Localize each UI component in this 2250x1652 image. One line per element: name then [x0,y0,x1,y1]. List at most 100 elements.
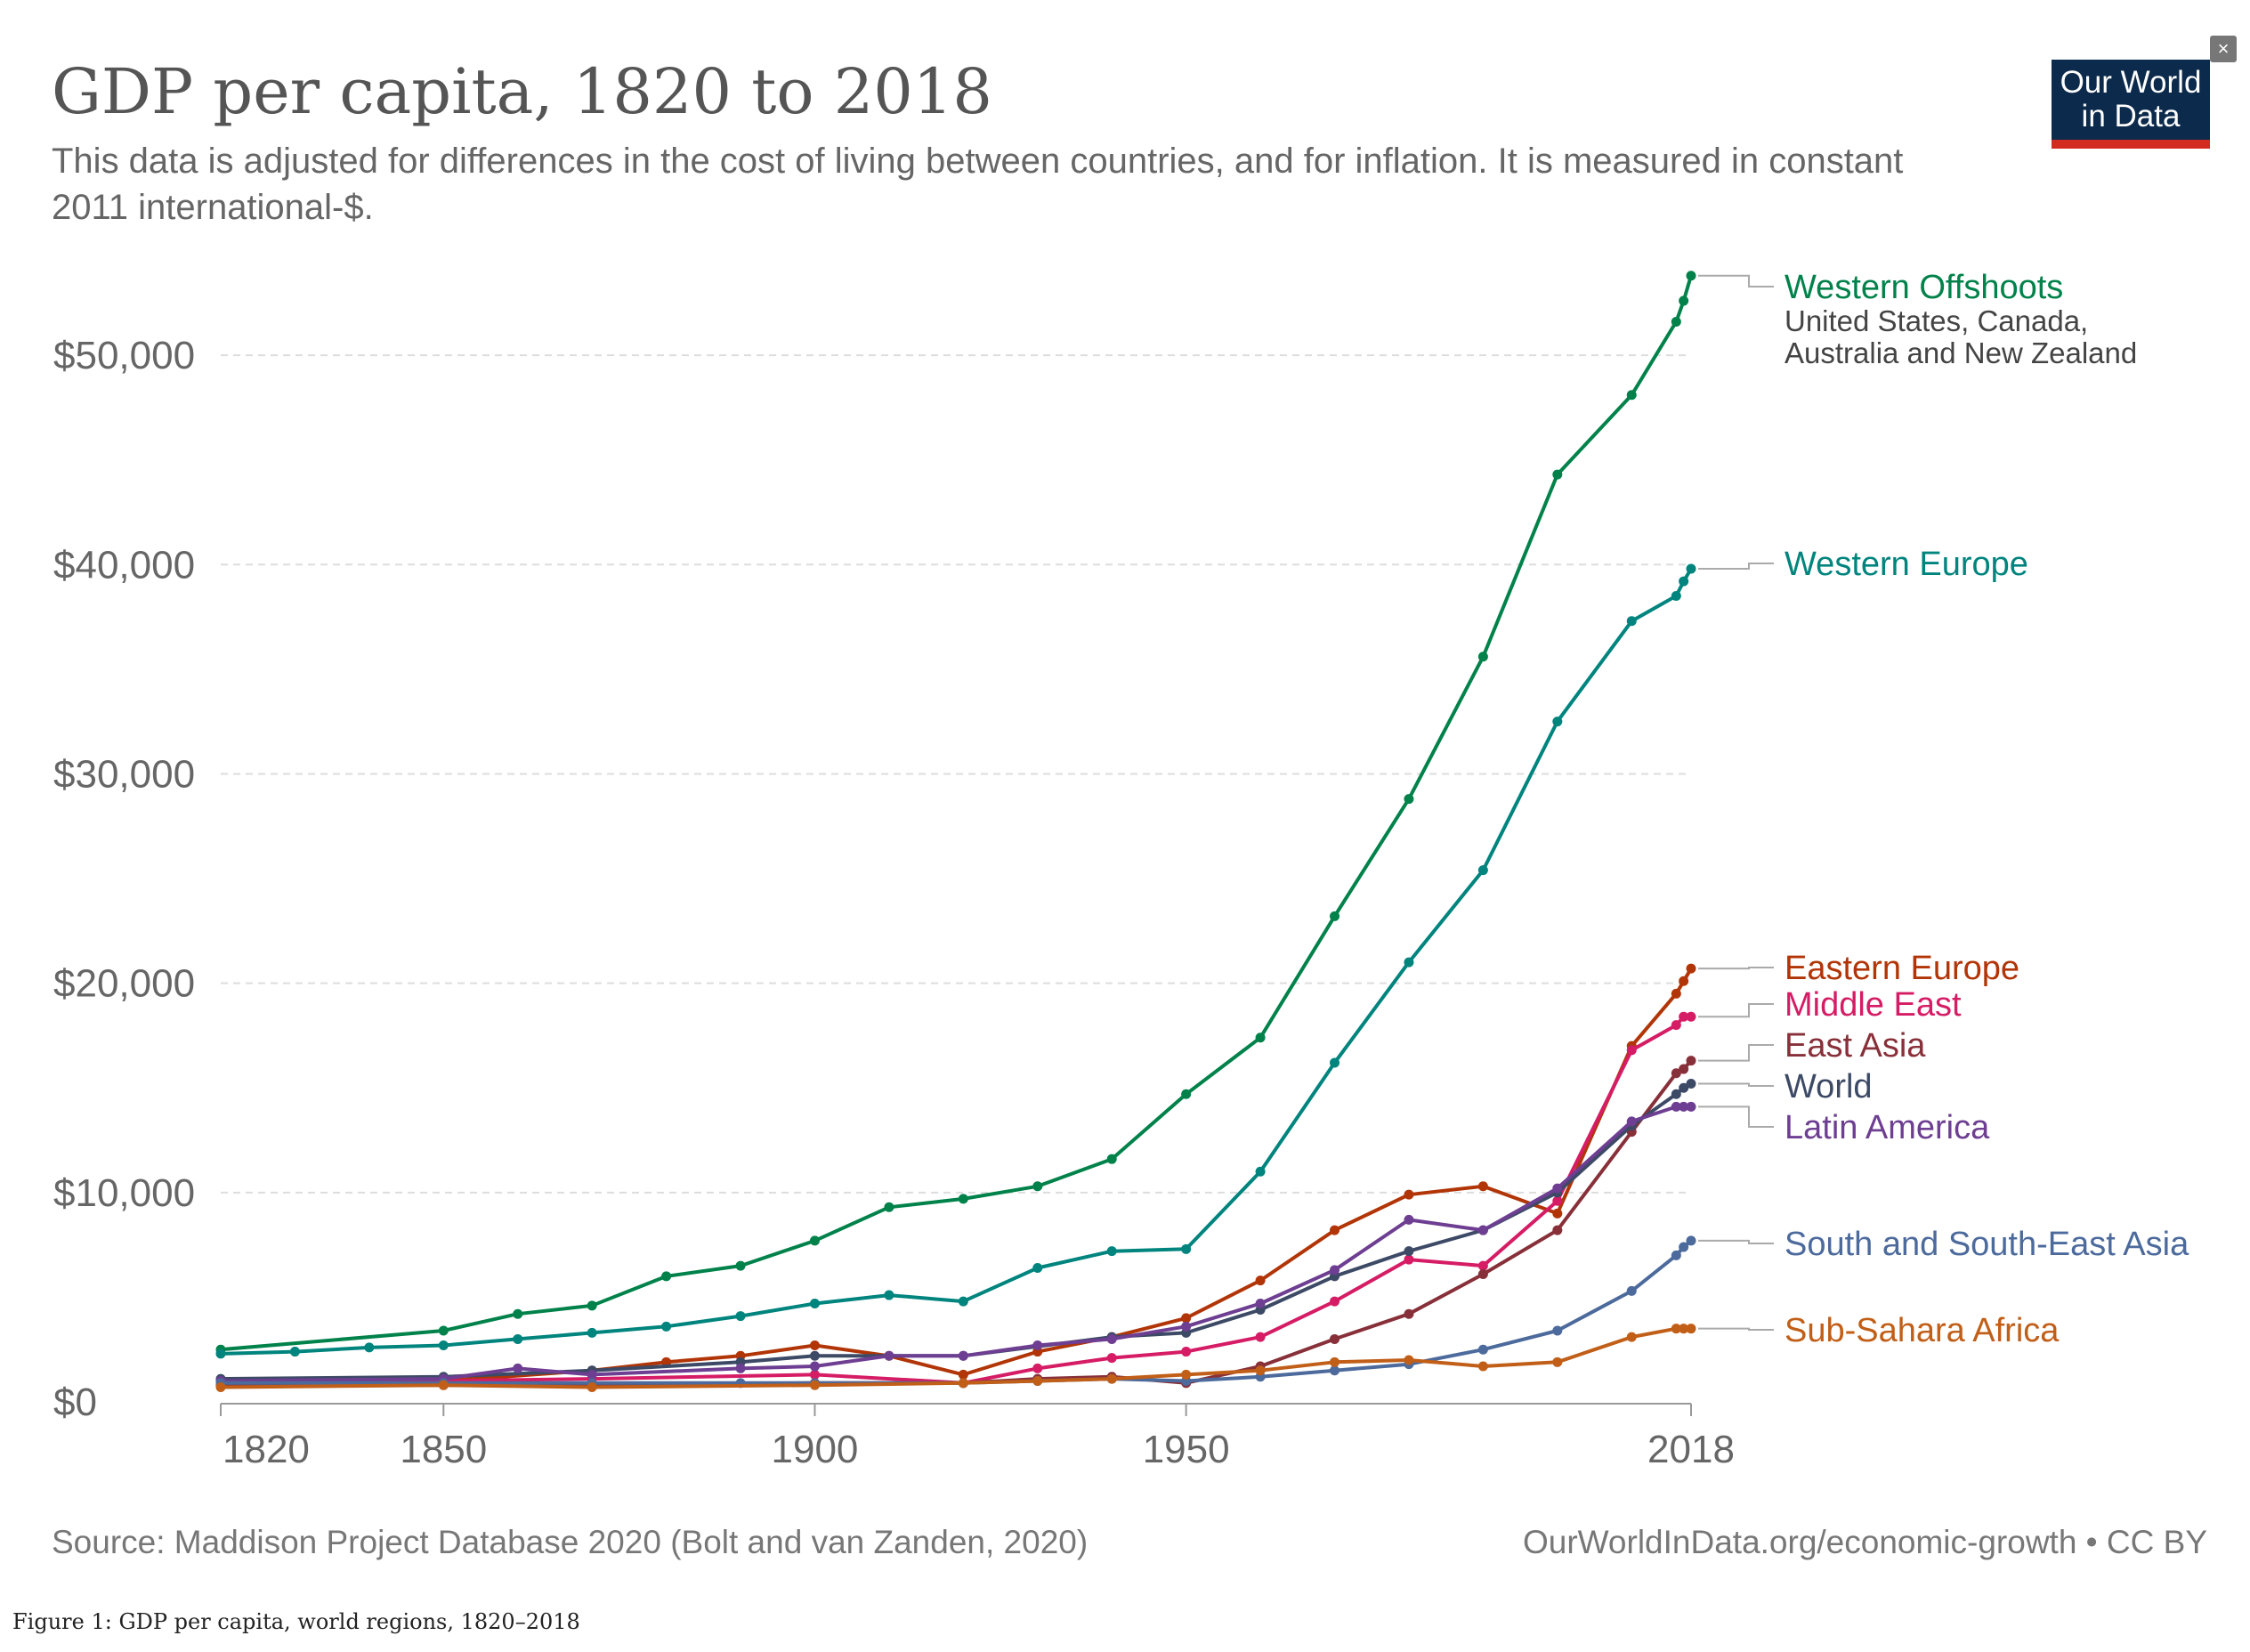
data-point [1181,1089,1192,1099]
data-point [1032,1363,1043,1373]
label-connector [1698,1003,1774,1018]
data-point [1181,1347,1192,1357]
data-point [1181,1243,1192,1254]
data-point [1255,1365,1266,1376]
data-point [1255,1166,1266,1177]
data-point [1106,1333,1117,1344]
data-point [1679,1242,1689,1252]
data-point [1404,1308,1414,1319]
data-point [1106,1246,1117,1257]
data-point [1106,1353,1117,1364]
series-line [220,968,1693,1388]
data-point [1552,1183,1563,1194]
data-point [809,1369,820,1380]
our-world-in-data-logo[interactable]: Our World in Data [2052,60,2210,149]
x-tick-label: 1850 [400,1428,487,1471]
x-tick-label: 1820 [223,1428,310,1471]
line-chart: $0 $10,000 $20,000 $30,000 $40,000 $50,000 18… [53,269,2189,1471]
data-point [1032,1181,1043,1192]
chart-subtitle: This data is adjusted for differences in… [52,142,1904,227]
data-point [1671,591,1681,602]
data-point [1404,1246,1414,1257]
data-point [1679,1064,1689,1074]
data-point [1679,1324,1689,1334]
data-point [1626,1285,1637,1296]
data-point [1626,1045,1637,1056]
data-point [809,1298,820,1308]
data-point [1626,390,1637,401]
data-point [809,1235,820,1246]
data-point [1679,1101,1689,1112]
data-point [1106,1154,1117,1164]
series-label: Sub-Sahara Africa [1785,1312,2060,1349]
data-point [661,1271,672,1282]
data-point [587,1300,597,1311]
data-point [1477,1344,1488,1355]
data-point [215,1348,226,1359]
data-point [1671,1324,1681,1334]
data-point [1330,1296,1340,1307]
data-point [438,1325,449,1336]
series-line [221,1059,1693,1388]
source-note: Source: Maddison Project Database 2020 (… [52,1524,1089,1560]
data-point [1686,1056,1696,1066]
data-point [735,1363,746,1373]
y-axis: $0 $10,000 $20,000 $30,000 $40,000 $50,000 [53,334,195,1424]
data-point [1404,1355,1414,1365]
label-connector [1698,1105,1774,1128]
series-line [220,567,1693,1356]
data-point [587,1382,597,1393]
data-point [1477,865,1488,876]
credit-link[interactable]: OurWorldInData.org/economic-growth • CC … [1523,1524,2207,1560]
data-point [1106,1373,1117,1384]
data-point [1671,1089,1681,1099]
label-connector [1698,1082,1774,1087]
series-label: World [1785,1068,1873,1105]
series-line [221,1239,1693,1385]
x-tick-label: 1950 [1143,1428,1230,1471]
data-point [958,1296,968,1307]
data-point [1679,1082,1689,1093]
series-label: Western Europe [1785,546,2028,583]
data-point [364,1342,375,1353]
series-label: Middle East [1785,986,1962,1024]
data-point [735,1311,746,1322]
data-point [438,1380,449,1390]
data-point [735,1260,746,1271]
label-connector [1698,1044,1774,1062]
data-point [1330,1356,1340,1367]
data-point [1626,616,1637,627]
y-tick-label: $10,000 [53,1171,195,1215]
data-point [1404,794,1414,805]
data-point [809,1361,820,1372]
data-point [1032,1340,1043,1350]
data-point [1032,1375,1043,1386]
series-layer [215,271,1696,1393]
series-label: South and South-East Asia [1785,1226,2189,1263]
data-point [884,1350,894,1361]
data-point [587,1327,597,1338]
data-point [1671,1020,1681,1031]
data-point [1686,1011,1696,1022]
x-axis: 1820 1850 1900 1950 2018 [220,1403,1735,1471]
data-point [1686,271,1696,281]
data-point [1255,1032,1266,1043]
data-point [1330,1365,1340,1376]
data-point [1477,1269,1488,1280]
close-icon[interactable]: × [2210,36,2237,62]
data-point [1404,1214,1414,1225]
data-point [1686,563,1696,574]
data-point [1671,1250,1681,1260]
data-point [1552,1195,1563,1206]
series-label: Latin America [1785,1109,1990,1146]
data-point [809,1350,820,1361]
y-tick-label: $50,000 [53,334,195,377]
series-label: Eastern Europe [1785,950,2019,987]
series-line [220,1105,1691,1383]
data-point [1671,988,1681,999]
data-point [958,1350,968,1361]
logo-line-1: Our World [2060,65,2202,100]
label-connector [1698,1327,1774,1331]
data-point [1671,316,1681,327]
